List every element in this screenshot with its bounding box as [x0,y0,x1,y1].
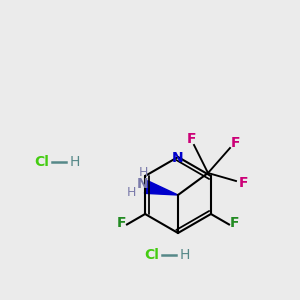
Text: Cl: Cl [145,248,159,262]
Text: F: F [229,216,239,230]
Text: F: F [238,176,248,190]
Text: H: H [180,248,190,262]
Text: Cl: Cl [34,155,50,169]
Polygon shape [144,181,178,195]
Text: F: F [187,132,197,146]
Text: H: H [70,155,80,169]
Text: N: N [137,177,149,191]
Text: F: F [117,216,127,230]
Text: H: H [138,167,148,179]
Text: N: N [172,151,184,165]
Text: F: F [230,136,240,150]
Text: H: H [126,185,136,199]
